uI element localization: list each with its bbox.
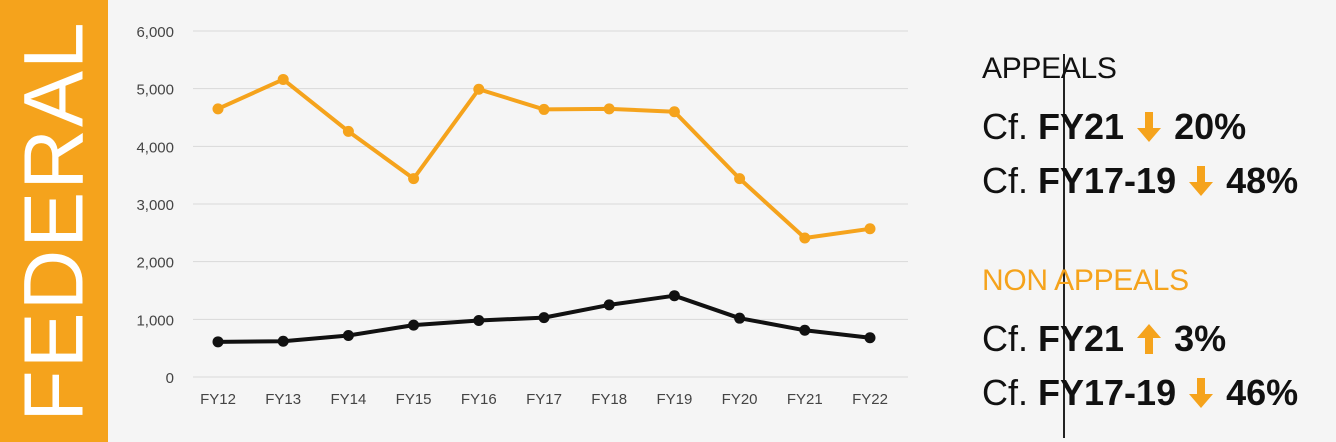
non-appeals-heading: NON APPEALS xyxy=(982,264,1189,297)
data-point xyxy=(734,173,746,185)
data-point xyxy=(864,223,876,235)
x-tick-label: FY19 xyxy=(656,391,692,408)
data-point xyxy=(668,290,680,302)
row-period: FY17-19 xyxy=(1038,160,1177,201)
line-chart: 0 1,000 2,000 3,000 4,000 5,000 6,000 FY12 FY13 F… xyxy=(136,24,908,408)
row-change: 48% xyxy=(1226,160,1299,201)
row-prefix: Cf. xyxy=(982,106,1029,147)
data-point xyxy=(212,103,224,115)
non-appeals-row-fy21: Cf. FY21 3% xyxy=(982,318,1226,360)
data-point xyxy=(538,312,550,324)
data-point xyxy=(603,299,615,311)
arrow-down-icon xyxy=(1137,112,1162,142)
row-period: FY21 xyxy=(1038,318,1125,359)
divider xyxy=(1063,54,1065,438)
row-prefix: Cf. xyxy=(982,160,1029,201)
y-tick-label: 1,000 xyxy=(136,312,174,329)
row-period: FY17-19 xyxy=(1038,372,1177,413)
row-change: 3% xyxy=(1174,318,1227,359)
x-tick-label: FY12 xyxy=(200,391,236,408)
y-tick-label: 0 xyxy=(166,370,174,387)
x-tick-label: FY14 xyxy=(330,391,366,408)
row-prefix: Cf. xyxy=(982,318,1029,359)
non-appeals-row-fy17-19: Cf. FY17-19 46% xyxy=(982,372,1298,414)
row-prefix: Cf. xyxy=(982,372,1029,413)
appeals-row-fy21: Cf. FY21 20% xyxy=(982,106,1246,148)
data-point xyxy=(473,83,485,95)
content-panel: 0 1,000 2,000 3,000 4,000 5,000 6,000 FY12 FY13 F… xyxy=(108,0,1336,442)
data-point xyxy=(799,232,811,244)
appeals-stats: APPEALS xyxy=(982,52,1117,86)
data-point xyxy=(277,335,289,347)
x-tick-label: FY20 xyxy=(722,391,758,408)
data-point xyxy=(799,324,811,336)
data-point xyxy=(408,319,420,331)
y-tick-label: 5,000 xyxy=(136,82,174,99)
row-change: 20% xyxy=(1174,106,1247,147)
data-point xyxy=(277,73,289,85)
data-point xyxy=(734,312,746,324)
x-tick-label: FY21 xyxy=(787,391,823,408)
row-change: 46% xyxy=(1226,372,1299,413)
y-tick-label: 3,000 xyxy=(136,197,174,214)
series-line-0 xyxy=(216,77,872,241)
appeals-row-fy17-19: Cf. FY17-19 48% xyxy=(982,160,1298,202)
data-point xyxy=(473,314,485,326)
row-period: FY21 xyxy=(1038,106,1125,147)
data-point xyxy=(668,106,680,118)
x-tick-label: FY18 xyxy=(591,391,627,408)
side-band: FEDERAL xyxy=(0,0,108,442)
data-point xyxy=(342,125,354,137)
data-point xyxy=(212,336,224,348)
side-label: FEDERAL xyxy=(6,20,101,422)
x-tick-label: FY13 xyxy=(265,391,301,408)
x-tick-label: FY22 xyxy=(852,391,888,408)
non-appeals-stats: NON APPEALS xyxy=(982,264,1189,298)
y-tick-label: 4,000 xyxy=(136,139,174,156)
data-point xyxy=(408,173,420,185)
arrow-down-icon xyxy=(1189,166,1214,196)
appeals-heading: APPEALS xyxy=(982,52,1117,85)
arrow-up-icon xyxy=(1137,324,1162,354)
x-tick-label: FY16 xyxy=(461,391,497,408)
y-tick-label: 6,000 xyxy=(136,24,174,41)
x-tick-label: FY15 xyxy=(396,391,432,408)
data-point xyxy=(864,332,876,344)
y-tick-label: 2,000 xyxy=(136,255,174,272)
data-point xyxy=(603,103,615,115)
data-point xyxy=(342,329,354,341)
data-point xyxy=(538,103,550,115)
arrow-down-icon xyxy=(1189,378,1214,408)
x-tick-label: FY17 xyxy=(526,391,562,408)
